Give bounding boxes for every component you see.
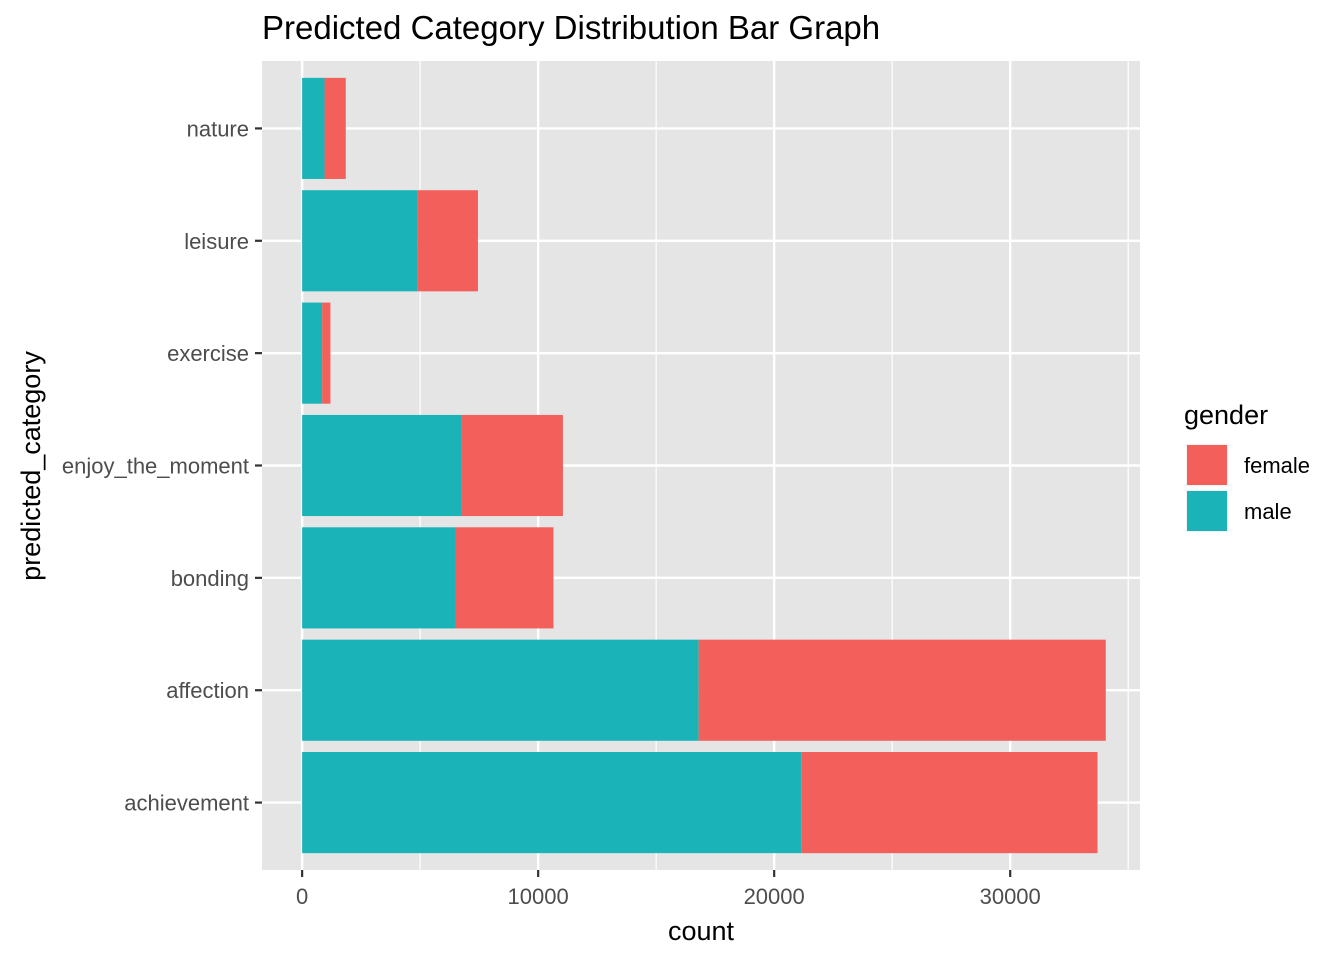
bar-exercise-female (322, 302, 331, 404)
bar-bonding-male (302, 527, 456, 629)
y-tick-label-2: bonding (171, 566, 249, 591)
legend-swatch-male (1187, 491, 1227, 531)
legend-swatch-female (1187, 445, 1227, 485)
y-tick-label-3: enjoy_the_moment (62, 454, 249, 479)
y-tick-label-6: nature (187, 116, 249, 141)
x-tick-label-1: 10000 (508, 884, 569, 909)
bar-exercise-male (302, 302, 323, 404)
y-tick-label-1: affection (166, 678, 249, 703)
y-axis-title: predicted_category (16, 351, 46, 581)
bar-enjoy_the_moment-female (461, 414, 563, 517)
legend-label-male: male (1244, 499, 1292, 524)
y-tick-label-0: achievement (124, 791, 249, 816)
bar-enjoy_the_moment-male (302, 414, 462, 517)
legend-title: gender (1184, 400, 1268, 430)
x-tick-label-2: 20000 (744, 884, 805, 909)
legend-entries: female male (1186, 444, 1310, 532)
bar-nature-male (302, 77, 325, 179)
bar-nature-female (324, 77, 346, 179)
x-axis-title: count (668, 916, 735, 946)
bar-bonding-female (455, 527, 554, 629)
y-axis: achievement affection bonding enjoy_the_mom… (62, 116, 262, 816)
bar-leisure-female (417, 190, 478, 292)
x-tick-label-3: 30000 (980, 884, 1041, 909)
chart-title: Predicted Category Distribution Bar Grap… (262, 9, 880, 46)
y-tick-label-5: leisure (184, 229, 249, 254)
bar-achievement-male (302, 752, 802, 854)
bar-achievement-female (801, 752, 1098, 854)
legend: gender female male (1184, 400, 1310, 532)
y-tick-label-4: exercise (167, 341, 249, 366)
legend-label-female: female (1244, 453, 1310, 478)
x-tick-label-0: 0 (296, 884, 308, 909)
bars (302, 77, 1106, 854)
bar-leisure-male (302, 190, 418, 292)
bar-affection-female (698, 639, 1106, 741)
x-axis: 0 10000 20000 30000 (296, 870, 1041, 909)
bar-affection-male (302, 639, 699, 741)
